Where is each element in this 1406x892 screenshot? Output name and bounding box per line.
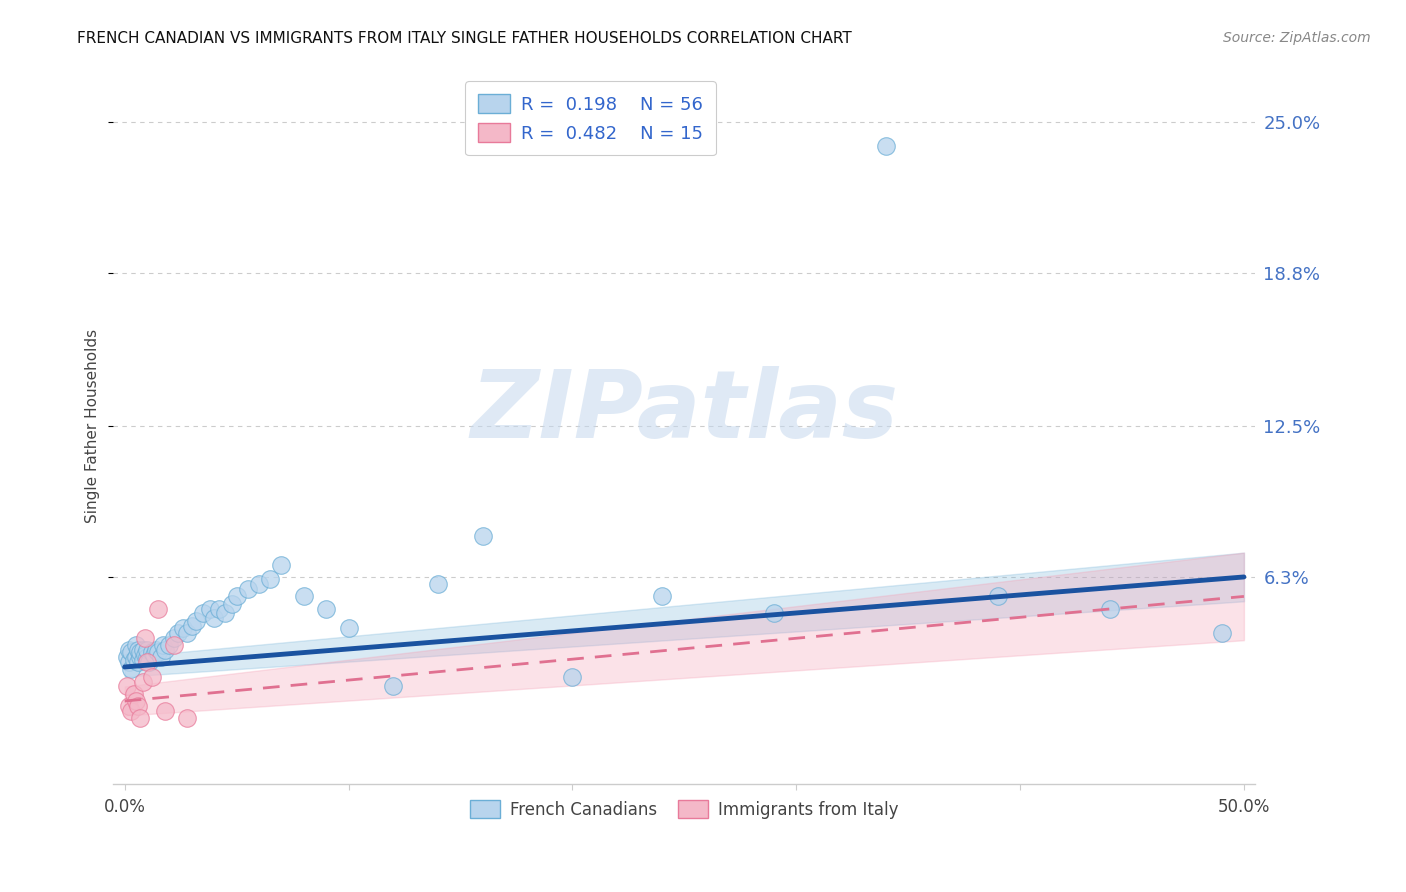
Point	[118, 698, 141, 713]
Text: ZIPatlas: ZIPatlas	[470, 366, 898, 458]
Point	[427, 577, 450, 591]
Point	[115, 680, 138, 694]
Point	[120, 662, 142, 676]
Point	[129, 650, 152, 665]
Point	[172, 621, 194, 635]
Point	[134, 648, 156, 662]
Point	[136, 643, 159, 657]
Point	[176, 626, 198, 640]
Point	[136, 655, 159, 669]
Point	[202, 611, 225, 625]
Point	[163, 631, 186, 645]
Point	[180, 618, 202, 632]
Point	[1098, 601, 1121, 615]
Point	[127, 643, 149, 657]
Point	[208, 601, 231, 615]
Point	[225, 590, 247, 604]
Point	[127, 655, 149, 669]
Point	[141, 645, 163, 659]
Point	[382, 680, 405, 694]
Point	[987, 590, 1010, 604]
Point	[259, 573, 281, 587]
Point	[148, 601, 170, 615]
Point	[762, 607, 785, 621]
Point	[186, 614, 208, 628]
Point	[138, 655, 160, 669]
Point	[125, 650, 148, 665]
Point	[148, 645, 170, 659]
Point	[122, 653, 145, 667]
Point	[136, 650, 159, 665]
Point	[236, 582, 259, 596]
Point	[153, 704, 176, 718]
Text: FRENCH CANADIAN VS IMMIGRANTS FROM ITALY SINGLE FATHER HOUSEHOLDS CORRELATION CH: FRENCH CANADIAN VS IMMIGRANTS FROM ITALY…	[77, 31, 852, 46]
Y-axis label: Single Father Households: Single Father Households	[86, 329, 100, 524]
Point	[141, 670, 163, 684]
Point	[1211, 626, 1233, 640]
Point	[134, 631, 156, 645]
Point	[214, 607, 236, 621]
Legend: French Canadians, Immigrants from Italy: French Canadians, Immigrants from Italy	[464, 794, 905, 825]
Point	[315, 601, 337, 615]
Point	[129, 711, 152, 725]
Point	[142, 648, 165, 662]
Point	[145, 643, 167, 657]
Point	[198, 601, 221, 615]
Point	[221, 597, 243, 611]
Point	[122, 687, 145, 701]
Point	[561, 670, 583, 684]
Point	[167, 626, 190, 640]
Point	[152, 638, 174, 652]
Point	[115, 650, 138, 665]
Point	[125, 638, 148, 652]
Point	[131, 643, 153, 657]
Text: Source: ZipAtlas.com: Source: ZipAtlas.com	[1223, 31, 1371, 45]
Point	[120, 704, 142, 718]
Point	[118, 643, 141, 657]
Point	[118, 655, 141, 669]
Point	[176, 711, 198, 725]
Point	[191, 607, 214, 621]
Point	[292, 590, 315, 604]
Point	[247, 577, 270, 591]
Point	[337, 621, 360, 635]
Point	[125, 694, 148, 708]
Point	[131, 653, 153, 667]
Point	[127, 698, 149, 713]
Point	[131, 674, 153, 689]
Point	[270, 558, 292, 572]
Point	[651, 590, 673, 604]
Point	[149, 650, 172, 665]
Point	[471, 528, 494, 542]
Point	[153, 643, 176, 657]
Point	[120, 645, 142, 659]
Point	[129, 645, 152, 659]
Point	[163, 638, 186, 652]
Point	[875, 139, 897, 153]
Point	[159, 638, 181, 652]
